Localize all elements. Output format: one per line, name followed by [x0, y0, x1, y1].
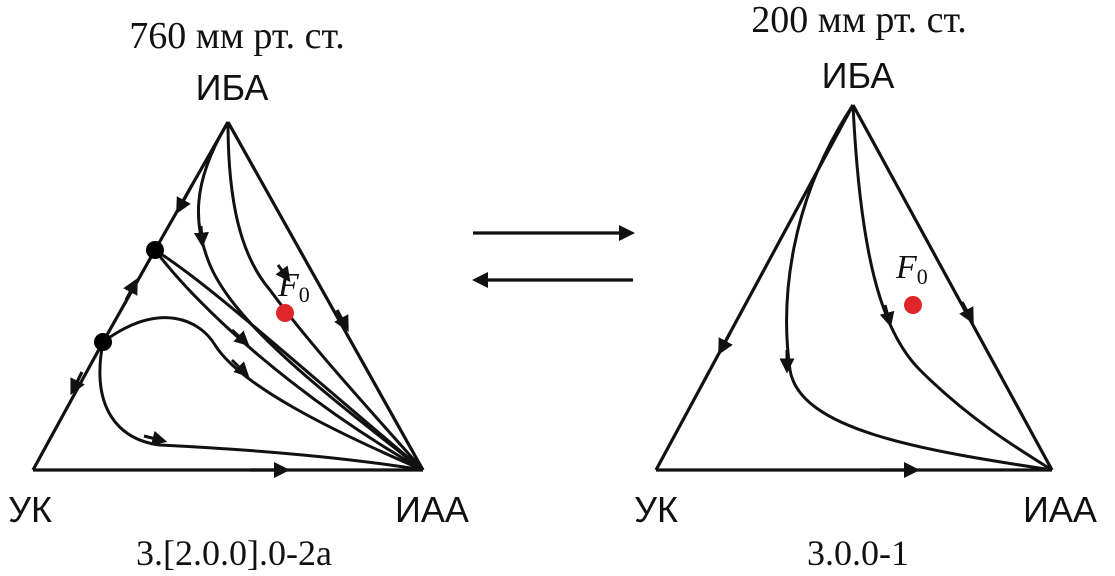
left-edge-left-bottom	[31, 341, 105, 471]
left-edge-arrow-3	[70, 371, 85, 396]
left-curve-arrow-1	[193, 225, 209, 248]
left-edge-arrow-5	[334, 309, 349, 333]
right-pressure-label: 200 мм рт. ст.	[751, 0, 966, 41]
left-vertex-bottom-right-label: ИАА	[395, 489, 469, 530]
left-vertex-top-label: ИБА	[196, 67, 269, 108]
right-vertex-top-label: ИБА	[822, 55, 895, 96]
left-curve-4	[154, 248, 424, 472]
left-feed-label: F0	[277, 267, 310, 307]
right-vertex-bottom-left-label: УК	[634, 489, 678, 530]
right-curve-arrow-2	[879, 304, 895, 328]
left-curve-arrow-3	[230, 328, 250, 347]
left-feed-point	[276, 304, 294, 322]
right-vertex-bottom-right-label: ИАА	[1023, 489, 1097, 530]
left-edge-right	[226, 121, 425, 471]
right-edge-arrow-1	[718, 332, 733, 356]
right-edge-arrows	[718, 301, 974, 478]
left-diagram: 760 мм рт. ст. ИБА УК ИАА 3.[2.0.0].0-2a	[8, 15, 469, 573]
right-diagram: 200 мм рт. ст. ИБА УК ИАА 3.0.0-1 F	[634, 0, 1097, 573]
left-curve-1	[197, 121, 424, 472]
left-curve-arrows	[143, 225, 291, 446]
left-edge-arrow-1	[176, 184, 194, 215]
right-feed-label: F0	[895, 249, 928, 289]
left-edge-arrow-2	[123, 277, 138, 301]
right-curve-arrows	[779, 304, 895, 374]
left-triangle	[31, 121, 425, 472]
left-curve-2	[226, 121, 425, 471]
right-curve-2	[851, 104, 1053, 472]
right-class-code: 3.0.0-1	[807, 533, 909, 573]
right-edge-arrow-3	[959, 301, 974, 325]
left-saddle-point-lower	[94, 333, 112, 351]
left-class-code: 3.[2.0.0].0-2a	[136, 533, 332, 573]
left-residue-curves	[98, 121, 425, 472]
left-curve-arrow-5	[143, 430, 168, 446]
left-pressure-label: 760 мм рт. ст.	[129, 15, 344, 57]
left-curve-arrow-4	[230, 358, 250, 378]
left-edge-arrows	[70, 184, 349, 478]
left-saddle-point-upper	[146, 241, 164, 259]
left-vertex-bottom-left-label: УК	[8, 489, 52, 530]
right-triangle	[654, 104, 1054, 472]
right-edge-right	[851, 104, 1054, 471]
left-curve-3	[153, 249, 424, 472]
transition-arrows	[472, 225, 635, 288]
right-feed-point	[904, 296, 922, 314]
left-curve-5	[102, 316, 424, 472]
left-curve-6	[98, 341, 424, 472]
left-curve-arrow-2	[275, 264, 291, 283]
